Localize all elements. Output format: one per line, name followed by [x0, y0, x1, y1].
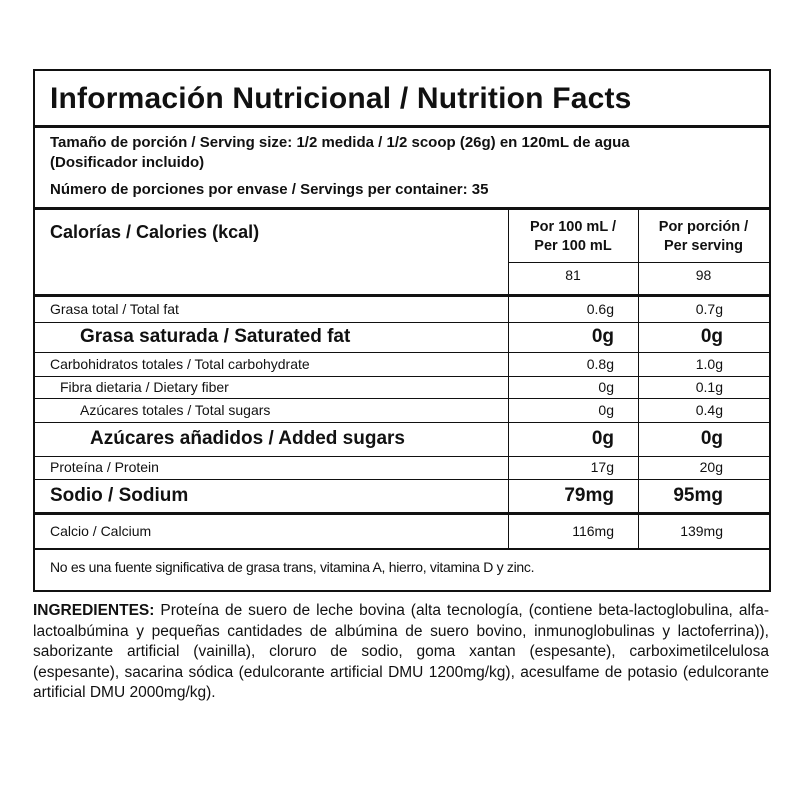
per-100ml-value: 0g: [598, 379, 614, 395]
nutrient-label: Sodio / Sodium: [50, 485, 189, 506]
label-box: [33, 69, 771, 592]
nutrient-label: Fibra dietaria / Dietary fiber: [60, 379, 229, 395]
per-100ml-value: 116mg: [572, 523, 614, 539]
per-100ml-value: 0.6g: [586, 301, 614, 317]
col-line: [638, 297, 639, 322]
rule: [35, 512, 769, 515]
nutrient-label: Calcio / Calcium: [50, 523, 152, 539]
col-line: [508, 422, 509, 456]
per-serving-value: 0.7g: [695, 301, 723, 317]
row-line: [35, 398, 769, 399]
column-header: Por 100 mL /: [530, 219, 616, 235]
col-line: [508, 210, 509, 294]
col-line: [638, 322, 639, 352]
column-header: Por porción /: [658, 219, 749, 235]
row-line: [35, 376, 769, 377]
col-line: [508, 479, 509, 512]
col-line: [638, 456, 639, 479]
nutrient-label: Azúcares añadidos / Added sugars: [90, 428, 405, 449]
col-line: [508, 376, 509, 398]
col-line: [638, 422, 639, 456]
per-serving-value: 0g: [700, 326, 723, 347]
serving-size: Tamaño de porción / Serving size: 1/2 me…: [50, 134, 630, 151]
per-serving-value: 1.0g: [695, 356, 723, 372]
col-line: [638, 398, 639, 422]
rule: [35, 125, 769, 128]
col-line: [638, 515, 639, 548]
per-100ml-value: 0.8g: [586, 356, 614, 372]
col-line: [638, 479, 639, 512]
nutrient-label: Azúcares totales / Total sugars: [80, 402, 271, 418]
ingredients: INGREDIENTES: Proteína de suero de leche…: [33, 601, 769, 704]
per-100ml-value: 79mg: [564, 485, 614, 506]
calories-value: 81: [565, 267, 581, 283]
col-line: [638, 210, 639, 294]
per-serving-value: 95mg: [673, 485, 723, 506]
per-serving-value: 0.1g: [695, 379, 723, 395]
col-line: [638, 352, 639, 376]
serving-note: (Dosificador incluido): [50, 154, 205, 171]
rule: [35, 294, 769, 297]
rule: [508, 262, 769, 263]
col-line: [508, 515, 509, 548]
per-serving-value: 139mg: [680, 523, 723, 539]
col-line: [508, 398, 509, 422]
per-100ml-value: 17g: [590, 459, 614, 475]
row-line: [35, 422, 769, 423]
col-line: [638, 376, 639, 398]
per-serving-value: 0.4g: [695, 402, 723, 418]
rule: [35, 548, 769, 550]
nutrient-label: Grasa total / Total fat: [50, 301, 179, 317]
row-line: [35, 456, 769, 457]
title: Información Nutricional / Nutrition Fact…: [50, 82, 632, 115]
column-header: Per 100 mL: [534, 238, 612, 254]
ingredients-text: Proteína de suero de leche bovina (alta …: [33, 602, 769, 701]
per-100ml-value: 0g: [591, 428, 614, 449]
col-line: [508, 322, 509, 352]
nutrient-label: Proteína / Protein: [50, 459, 159, 475]
ingredients-label: INGREDIENTES:: [33, 602, 155, 619]
row-line: [35, 352, 769, 353]
rule: [35, 207, 769, 210]
servings: Número de porciones por envase / Serving…: [50, 181, 489, 198]
per-serving-value: 20g: [699, 459, 723, 475]
col-line: [508, 352, 509, 376]
nutrient-label: Grasa saturada / Saturated fat: [80, 326, 351, 347]
column-header: Per serving: [664, 238, 743, 254]
per-100ml-value: 0g: [591, 326, 614, 347]
calories-label: Calorías / Calories (kcal): [50, 222, 260, 242]
note: No es una fuente significativa de grasa …: [50, 559, 535, 575]
row-line: [35, 322, 769, 323]
calories-value: 98: [695, 267, 712, 283]
col-line: [508, 297, 509, 322]
col-line: [508, 456, 509, 479]
per-serving-value: 0g: [700, 428, 723, 449]
per-100ml-value: 0g: [598, 402, 614, 418]
nutrient-label: Carbohidratos totales / Total carbohydra…: [50, 356, 310, 372]
row-line: [35, 479, 769, 480]
